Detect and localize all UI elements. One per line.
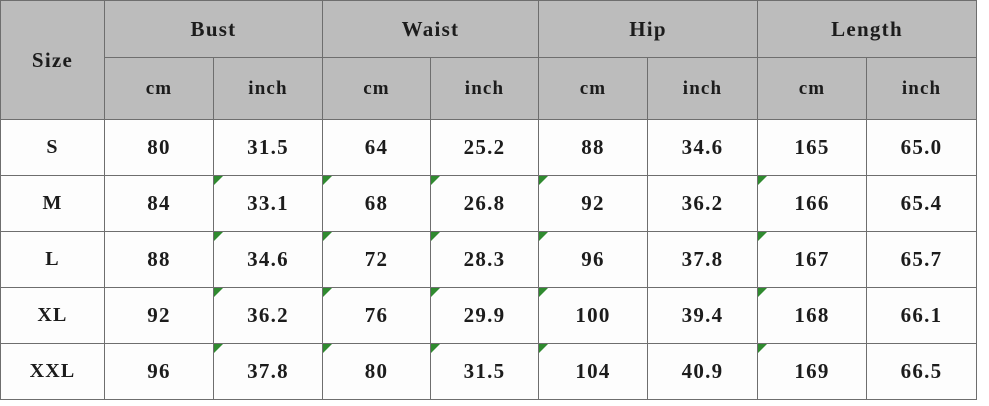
cell-waist-cm: 68	[322, 175, 431, 232]
cell-waist-inch: 28.3	[430, 231, 539, 288]
cell-bust-cm: 80	[104, 119, 214, 176]
comment-flag-icon	[539, 288, 548, 297]
comment-flag-icon	[323, 288, 332, 297]
cell-length-cm: 166	[757, 175, 868, 232]
comment-flag-icon	[431, 232, 440, 241]
cell-length-cm: 167	[757, 231, 868, 288]
comment-flag-icon	[323, 176, 332, 185]
cell-waist-inch: 26.8	[430, 175, 539, 232]
cell-bust-cm: 88	[104, 231, 214, 288]
cell-waist-inch: 25.2	[430, 119, 539, 176]
cell-hip-cm: 96	[538, 231, 648, 288]
header-unit-bust-inch: inch	[213, 57, 323, 120]
header-unit-waist-cm: cm	[322, 57, 431, 120]
cell-length-cm: 169	[757, 343, 868, 400]
comment-flag-icon	[431, 288, 440, 297]
cell-hip-cm: 104	[538, 343, 648, 400]
cell-waist-cm: 80	[322, 343, 431, 400]
cell-length-cm: 168	[757, 287, 868, 344]
comment-flag-icon	[539, 176, 548, 185]
cell-size: S	[0, 119, 105, 176]
cell-waist-cm: 72	[322, 231, 431, 288]
comment-flag-icon	[323, 344, 332, 353]
comment-flag-icon	[214, 288, 223, 297]
cell-bust-cm: 96	[104, 343, 214, 400]
table-row: XL 92 36.2 76 29.9 100 39.4 168 66.1	[0, 287, 978, 344]
header-group-row: Size Bust Waist Hip Length	[0, 0, 978, 120]
header-unit-hip-inch: inch	[646, 57, 759, 120]
cell-bust-cm: 92	[104, 287, 214, 344]
comment-flag-icon	[214, 344, 223, 353]
table-row: S 80 31.5 64 25.2 88 34.6 165 65.0	[0, 119, 978, 176]
cell-hip-cm: 88	[538, 119, 648, 176]
cell-waist-inch: 29.9	[430, 287, 539, 344]
header-group-waist: Waist	[322, 0, 539, 58]
cell-hip-cm: 92	[538, 175, 648, 232]
cell-waist-inch: 31.5	[430, 343, 539, 400]
comment-flag-icon	[539, 344, 548, 353]
comment-flag-icon	[214, 176, 223, 185]
comment-flag-icon	[758, 176, 768, 185]
cell-size: L	[0, 231, 105, 288]
header-group-bust: Bust	[104, 0, 323, 58]
cell-length-cm: 165	[757, 119, 868, 176]
comment-flag-icon	[214, 232, 223, 241]
header-group-length: Length	[757, 0, 978, 58]
cell-bust-inch: 37.8	[213, 343, 323, 400]
cell-hip-cm: 100	[538, 287, 648, 344]
header-unit-hip-cm: cm	[538, 57, 648, 120]
cell-waist-cm: 64	[322, 119, 431, 176]
header-unit-waist-inch: inch	[430, 57, 539, 120]
cell-hip-inch: 36.2	[646, 175, 759, 232]
cell-bust-inch: 33.1	[213, 175, 323, 232]
cell-bust-inch: 34.6	[213, 231, 323, 288]
cell-length-inch: 65.4	[866, 175, 978, 232]
cell-hip-inch: 34.6	[646, 119, 759, 176]
cell-hip-inch: 40.9	[646, 343, 759, 400]
cell-hip-inch: 37.8	[646, 231, 759, 288]
cell-bust-inch: 31.5	[213, 119, 323, 176]
comment-flag-icon	[431, 176, 440, 185]
cell-length-inch: 66.1	[866, 287, 978, 344]
cell-hip-inch: 39.4	[646, 287, 759, 344]
header-unit-bust-cm: cm	[104, 57, 214, 120]
comment-flag-icon	[431, 344, 440, 353]
table-row: M 84 33.1 68 26.8 92 36.2 166 65.4	[0, 175, 978, 232]
header-unit-row: cm inch cm inch cm inch cm inch	[1, 57, 978, 120]
cell-bust-inch: 36.2	[213, 287, 323, 344]
cell-length-inch: 65.7	[866, 231, 978, 288]
header-unit-length-inch: inch	[866, 57, 978, 120]
comment-flag-icon	[758, 288, 768, 297]
cell-size: M	[0, 175, 105, 232]
header-unit-length-cm: cm	[757, 57, 868, 120]
size-chart-table: Size Bust Waist Hip Length cm inch cm in…	[0, 0, 978, 400]
cell-length-inch: 66.5	[866, 343, 978, 400]
cell-length-inch: 65.0	[866, 119, 978, 176]
comment-flag-icon	[323, 232, 332, 241]
cell-size: XL	[0, 287, 105, 344]
table-row: XXL 96 37.8 80 31.5 104 40.9 169 66.5	[0, 343, 978, 400]
table-row: L 88 34.6 72 28.3 96 37.8 167 65.7	[0, 231, 978, 288]
cell-waist-cm: 76	[322, 287, 431, 344]
header-group-hip: Hip	[537, 0, 759, 58]
comment-flag-icon	[758, 232, 768, 241]
header-size: Size	[0, 0, 105, 120]
cell-size: XXL	[0, 343, 105, 400]
cell-bust-cm: 84	[104, 175, 214, 232]
comment-flag-icon	[539, 232, 548, 241]
comment-flag-icon	[758, 344, 768, 353]
